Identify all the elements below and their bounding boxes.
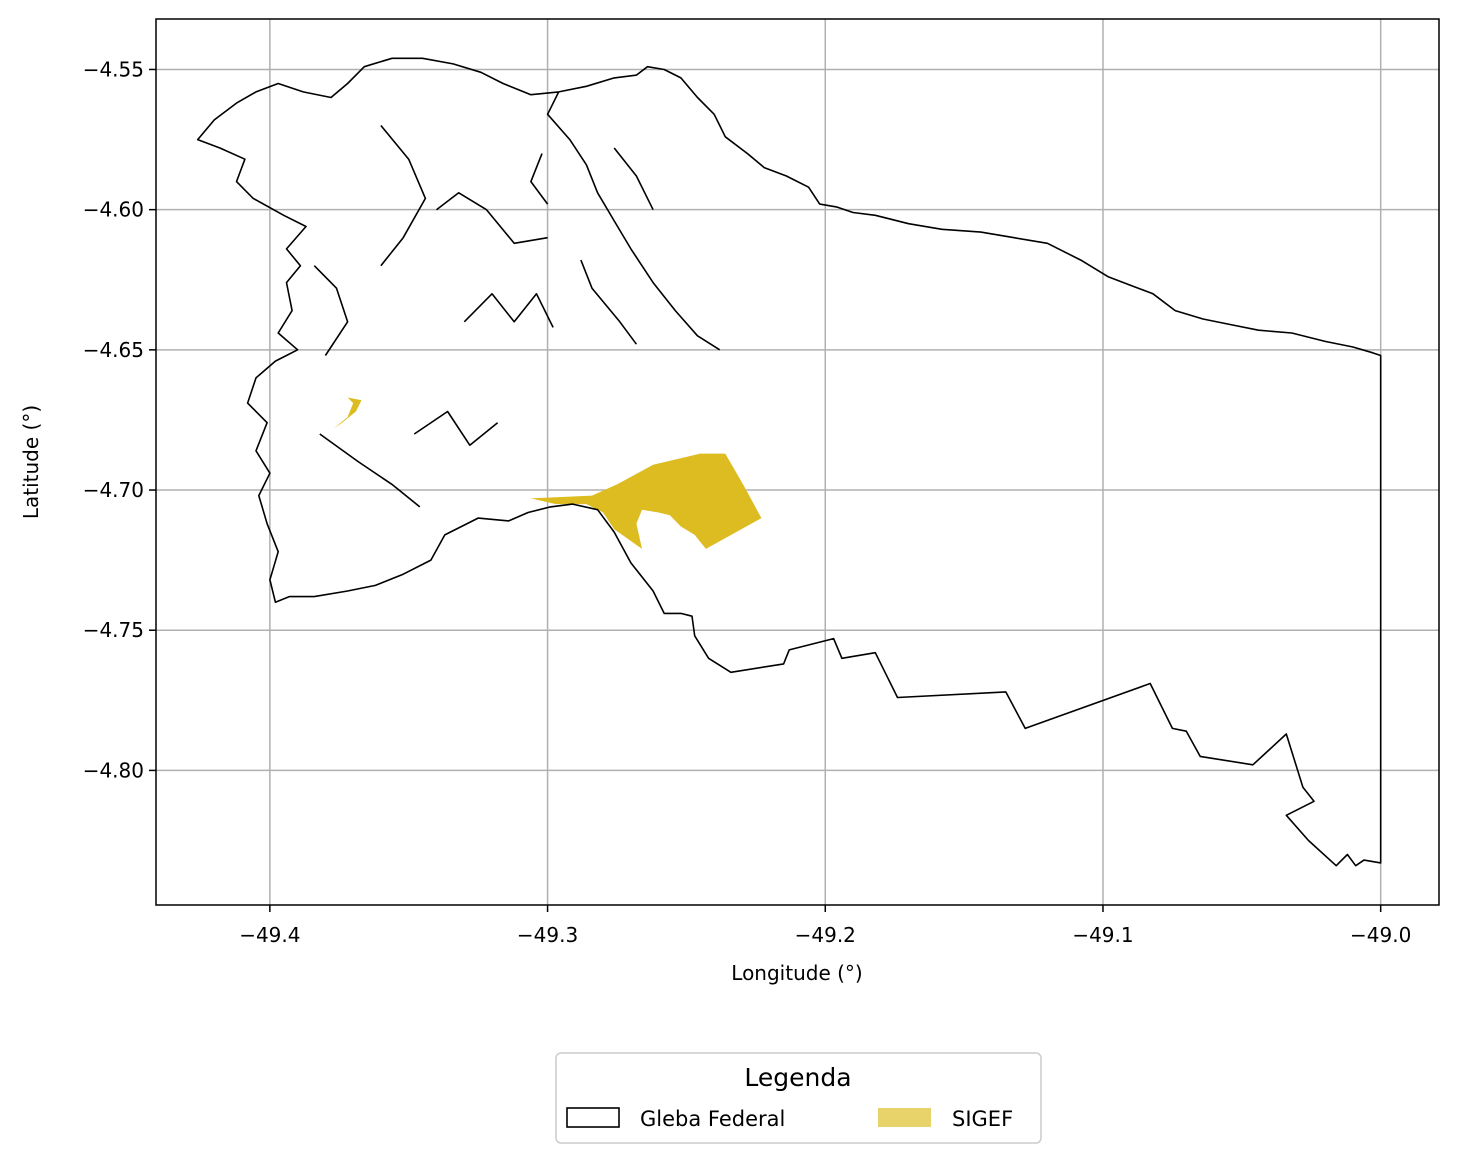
y-tick-label: −4.60 [83, 198, 144, 222]
y-tick-label: −4.70 [83, 478, 144, 502]
legend-swatch-sigef [878, 1108, 931, 1127]
legend-label-gleba: Gleba Federal [640, 1107, 785, 1131]
gleba-federal-boundary [530, 153, 549, 205]
gleba-federal-boundary [319, 433, 421, 508]
gleba-federal-boundary [436, 192, 548, 245]
x-tick-label: −49.4 [239, 923, 300, 947]
x-tick-label: −49.3 [517, 923, 578, 947]
legend-swatch-gleba [566, 1107, 620, 1128]
plot-frame [155, 18, 1440, 906]
legend-title: Legenda [744, 1063, 851, 1092]
y-tick-label: −4.80 [83, 758, 144, 782]
y-tick-label: −4.55 [83, 57, 144, 81]
gleba-federal-boundary [313, 265, 349, 356]
gleba-federal-boundary [413, 410, 499, 446]
y-tick-label: −4.65 [83, 338, 144, 362]
map-layers [196, 57, 1382, 867]
sigef-polygon [530, 453, 762, 549]
gleba-federal-boundary [380, 124, 427, 267]
gleba-federal-boundary [580, 259, 638, 345]
y-axis-label: Latitude (°) [19, 405, 43, 519]
y-axis-ticks: −4.55 −4.60 −4.65 −4.70 −4.75 −4.80 [83, 57, 156, 782]
legend: Legenda Gleba Federal SIGEF [555, 1052, 1042, 1144]
x-tick-label: −49.1 [1072, 923, 1133, 947]
gleba-federal-boundary [613, 147, 654, 211]
y-tick-label: −4.75 [83, 618, 144, 642]
gleba-federal-boundary [463, 293, 554, 328]
gleba-federal-boundary [546, 91, 721, 351]
gleba-federal-polygon [196, 57, 1382, 867]
x-axis-label: Longitude (°) [731, 961, 862, 985]
x-tick-label: −49.0 [1350, 923, 1411, 947]
x-axis-ticks: −49.4 −49.3 −49.2 −49.1 −49.0 [239, 905, 1411, 947]
x-tick-label: −49.2 [795, 923, 856, 947]
sigef-polygon [333, 397, 362, 429]
legend-label-sigef: SIGEF [952, 1107, 1013, 1131]
